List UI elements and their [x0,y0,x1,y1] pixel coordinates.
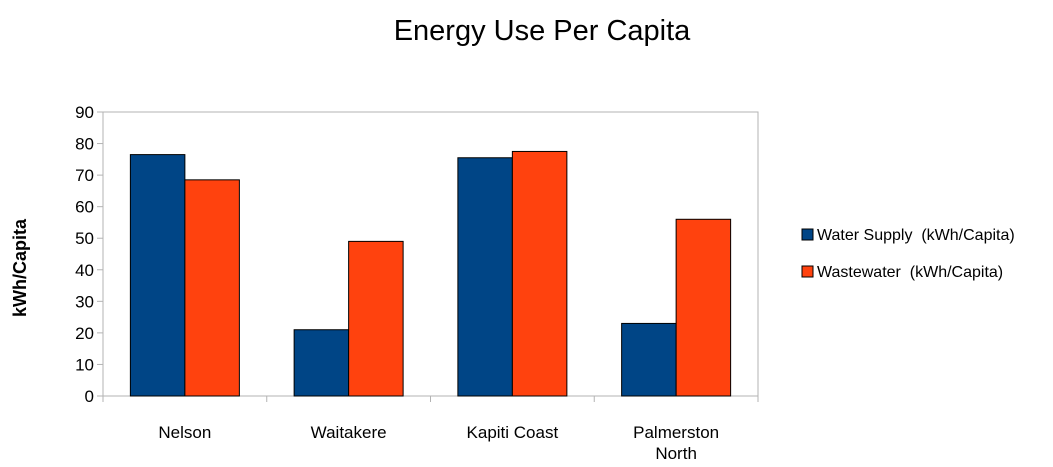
y-tick-label: 10 [75,355,94,374]
y-tick-label: 90 [75,103,94,122]
y-tick-label: 80 [75,135,94,154]
x-tick-label: Waitakere [311,423,387,442]
bar-water-supply [293,329,350,397]
bar-wastewater [511,150,568,397]
bar-wastewater [348,240,404,397]
legend-label: Wastewater (kWh/Capita) [817,264,1003,281]
bar-wastewater [675,218,732,397]
bar-water-supply [457,157,513,397]
y-tick-label: 60 [75,198,94,217]
bar-wastewater [184,179,240,397]
y-tick-label: 0 [85,387,94,406]
y-tick-label: 30 [75,292,94,311]
y-axis-label: kWh/Capita [10,218,30,317]
y-tick-label: 20 [75,324,94,343]
bar-water-supply [129,154,186,397]
y-axis: 0 10 20 30 40 50 60 70 80 90 [75,103,104,406]
y-tick-label: 40 [75,261,94,280]
y-tick-label: 70 [75,166,94,185]
legend-swatch [801,265,814,278]
x-tick-label: Kapiti Coast [467,423,559,442]
bar-water-supply [621,322,677,397]
legend: Water Supply (kWh/Capita) Wastewater (kWh… [801,227,1015,281]
y-tick-label: 50 [75,229,94,248]
x-axis: Nelson Waitakere Kapiti Coast Palmerston Nor… [102,395,759,463]
x-tick-label: Nelson [158,423,211,442]
legend-label: Water Supply (kWh/Capita) [817,227,1015,244]
x-tick-label: Palmerston North [633,423,719,462]
legend-swatch [801,228,814,241]
chart-title: Energy Use Per Capita [394,15,691,47]
bars [129,150,732,397]
